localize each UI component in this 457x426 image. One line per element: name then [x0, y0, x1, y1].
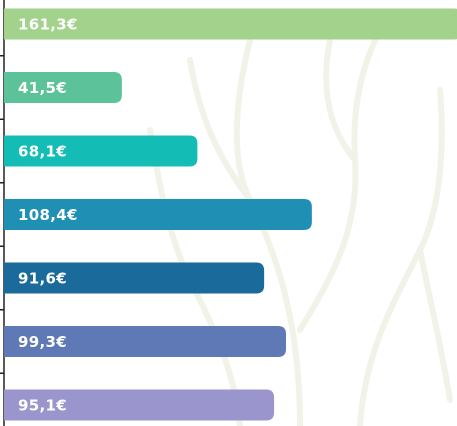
chart: 161,3€ 41,5€ 68,1€ 108,4€ 91,6€ 99,3€ 95,1€ [0, 0, 457, 426]
page: {"chart_data": {"type": "bar", "orientat… [0, 0, 457, 426]
value-label: 161,3€ [18, 16, 78, 34]
value-label: 108,4€ [18, 206, 78, 224]
value-label: 41,5€ [18, 79, 67, 97]
value-label: 91,6€ [18, 270, 67, 288]
value-label: 68,1€ [18, 143, 67, 161]
value-label: 99,3€ [18, 333, 67, 351]
value-label: 95,1€ [18, 397, 67, 415]
